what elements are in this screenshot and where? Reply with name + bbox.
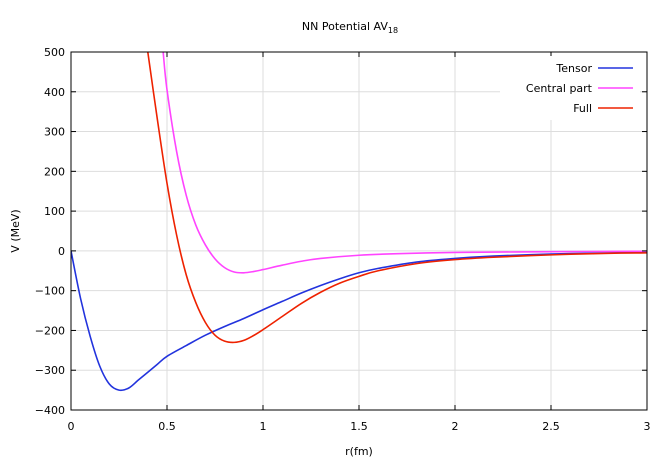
y-tick-label: 400 bbox=[44, 86, 65, 99]
y-axis-label: V (MeV) bbox=[9, 209, 22, 252]
y-tick-label: 0 bbox=[58, 245, 65, 258]
x-tick-label: 2 bbox=[452, 420, 459, 433]
series-line-full bbox=[147, 52, 647, 344]
series-layer bbox=[71, 52, 647, 392]
series-line-central-part bbox=[162, 52, 647, 274]
x-tick-label: 0 bbox=[68, 420, 75, 433]
y-tick-label: 200 bbox=[44, 165, 65, 178]
legend-label-full: Full bbox=[573, 102, 592, 115]
y-tick-label: 100 bbox=[44, 205, 65, 218]
legend-label-tensor: Tensor bbox=[555, 62, 592, 75]
x-tick-label: 1.5 bbox=[350, 420, 368, 433]
series-line-tensor bbox=[71, 250, 647, 392]
y-tick-label: −200 bbox=[35, 324, 65, 337]
x-tick-label: 0.5 bbox=[158, 420, 176, 433]
chart-title-main: NN Potential AV bbox=[302, 20, 388, 33]
y-tick-label: −100 bbox=[35, 285, 65, 298]
y-tick-label: −400 bbox=[35, 404, 65, 417]
ticks: 0 0.5 1 1.5 2 2.5 3 −400 −300 −200 −100 0 100 200 300 4… bbox=[35, 46, 651, 433]
chart-title-subscript: 18 bbox=[388, 26, 398, 35]
y-tick-label: −300 bbox=[35, 364, 65, 377]
y-tick-label: 500 bbox=[44, 46, 65, 59]
legend: Tensor Central part Full bbox=[500, 56, 640, 120]
x-axis-label: r(fm) bbox=[345, 445, 373, 458]
y-tick-label: 300 bbox=[44, 126, 65, 139]
x-tick-label: 3 bbox=[644, 420, 651, 433]
chart-title: NN Potential AV18 bbox=[302, 20, 398, 35]
x-tick-label: 1 bbox=[260, 420, 267, 433]
x-tick-label: 2.5 bbox=[542, 420, 560, 433]
legend-label-central-part: Central part bbox=[526, 82, 593, 95]
